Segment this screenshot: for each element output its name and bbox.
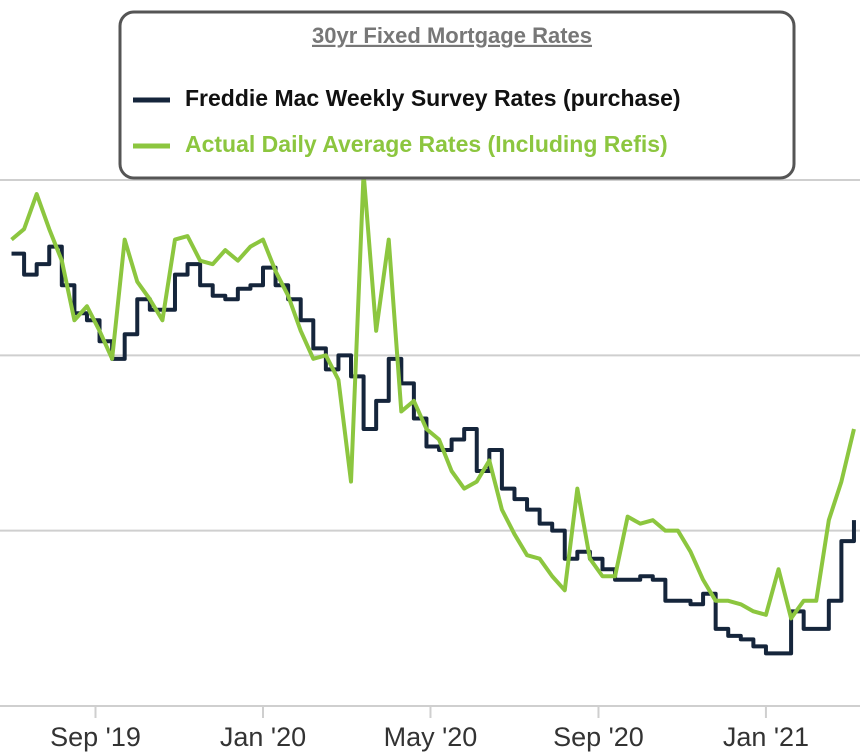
- x-tick-label: Jan '20: [220, 722, 306, 752]
- x-tick-label: Sep '19: [50, 722, 141, 752]
- legend-title: 30yr Fixed Mortgage Rates: [312, 23, 592, 48]
- legend-label: Actual Daily Average Rates (Including Re…: [185, 131, 668, 157]
- series-line: [10, 170, 856, 621]
- series-line: [11, 244, 856, 656]
- legend-box: [118, 10, 796, 180]
- x-tick-label: Jan '21: [723, 722, 809, 752]
- legend-label: Freddie Mac Weekly Survey Rates (purchas…: [185, 85, 681, 111]
- x-tick-label: May '20: [384, 722, 478, 752]
- x-tick-label: Sep '20: [553, 722, 644, 752]
- legend: 30yr Fixed Mortgage Rates Freddie Mac Wee…: [118, 10, 796, 180]
